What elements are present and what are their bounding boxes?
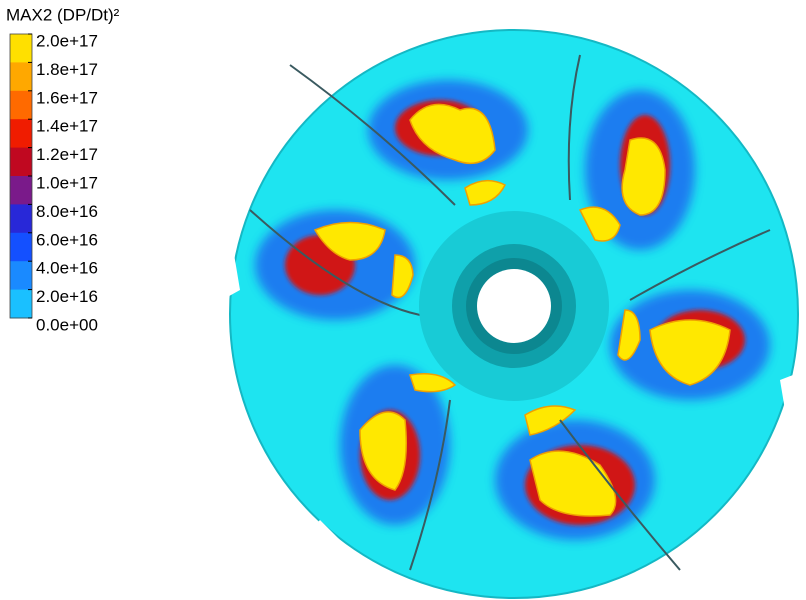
- legend-label: 6.0e+16: [36, 230, 98, 249]
- legend-swatch: [10, 176, 32, 205]
- legend-label: 1.6e+17: [36, 88, 98, 107]
- legend-label: 4.0e+16: [36, 259, 98, 278]
- page: MAX2 (DP/Dt)² 2.0e+17 1.8e+17 1.6e+17 1.4e+…: [0, 0, 806, 600]
- legend-swatch: [10, 91, 32, 120]
- figure: MAX2 (DP/Dt)² 2.0e+17 1.8e+17 1.6e+17 1.4e+…: [0, 0, 806, 600]
- legend-label: 0.0e+00: [36, 315, 98, 334]
- legend-label: 1.2e+17: [36, 145, 98, 164]
- legend-swatch: [10, 233, 32, 262]
- impeller: [210, 20, 806, 600]
- legend-title: MAX2 (DP/Dt)²: [6, 5, 120, 24]
- legend-label: 2.0e+17: [36, 31, 98, 50]
- legend-swatch: [10, 290, 32, 319]
- legend-label: 2.0e+16: [36, 287, 98, 306]
- legend-swatch: [10, 261, 32, 290]
- legend-swatch: [10, 34, 32, 63]
- legend-label: 1.8e+17: [36, 60, 98, 79]
- legend-swatch: [10, 204, 32, 233]
- legend-swatch: [10, 148, 32, 177]
- legend: MAX2 (DP/Dt)² 2.0e+17 1.8e+17 1.6e+17 1.4e+…: [6, 5, 120, 334]
- legend-swatch: [10, 62, 32, 91]
- legend-label: 8.0e+16: [36, 202, 98, 221]
- legend-label: 1.4e+17: [36, 117, 98, 136]
- legend-swatch: [10, 119, 32, 148]
- legend-label: 1.0e+17: [36, 173, 98, 192]
